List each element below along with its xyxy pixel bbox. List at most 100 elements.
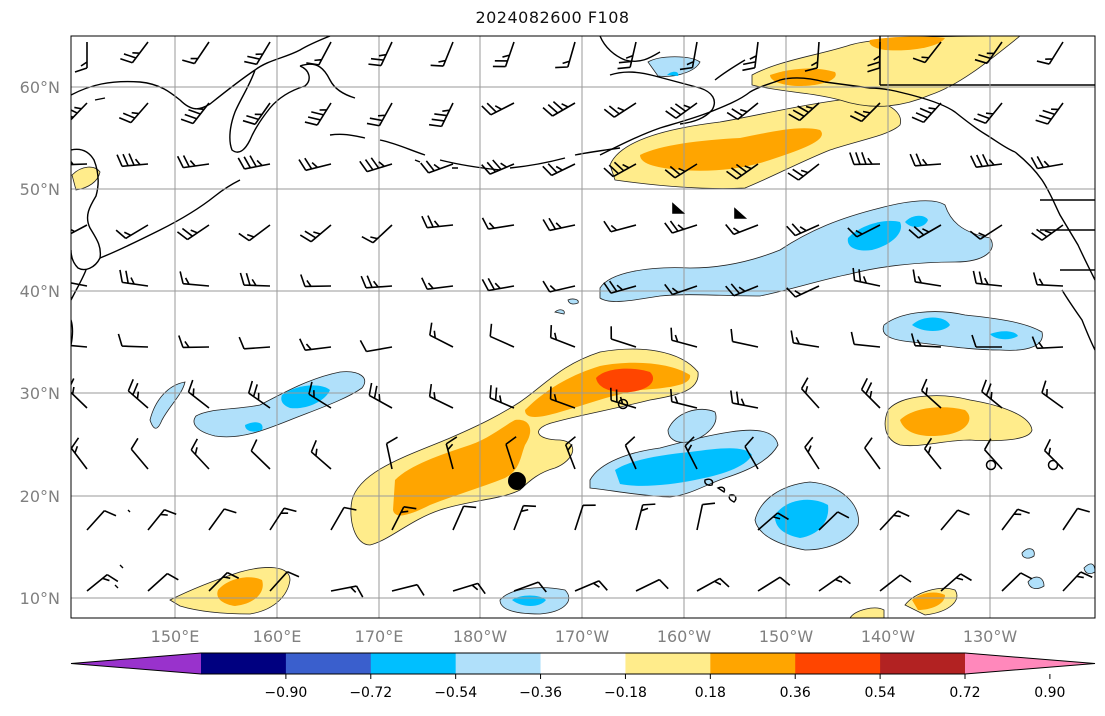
colorbar-segment: [201, 653, 287, 674]
wind-barb: [635, 578, 669, 592]
wind-barb: [360, 275, 393, 289]
wind-barb: [452, 505, 477, 531]
wind-barb: [492, 41, 515, 68]
wind-barb: [1035, 102, 1064, 125]
colorbar-tick-label: −0.36: [519, 685, 562, 701]
colorbar-segment: [540, 653, 626, 674]
wind-barb: [86, 573, 119, 592]
wind-barb: [849, 152, 881, 166]
lon-label: 160°E: [253, 627, 302, 646]
wind-barb: [726, 102, 759, 121]
wind-barb: [429, 322, 454, 348]
wind-barb: [971, 334, 1002, 348]
colorbar-outline: [70, 652, 1096, 675]
wind-barb: [786, 285, 820, 298]
lon-label: 130°W: [963, 627, 1018, 646]
wind-barb: [864, 437, 881, 470]
wind-barb: [178, 335, 210, 349]
wind-barb: [911, 102, 942, 124]
wind-barb: [366, 102, 393, 127]
colorbar-tick-label: −0.54: [434, 685, 477, 701]
wind-barb: [555, 41, 576, 69]
wind-barb: [187, 379, 210, 409]
wind-barb: [117, 333, 149, 348]
colorbar-segment: [370, 653, 457, 674]
wind-barb: [116, 153, 149, 168]
lon-label: 180°W: [453, 627, 508, 646]
wind-barb: [542, 217, 576, 232]
colorbar-tick-label: 0.72: [949, 685, 980, 701]
kamchatka-peninsula: [229, 65, 310, 153]
wind-barb: [190, 438, 210, 470]
wind-barb: [788, 102, 820, 122]
positive-anomaly-region: [849, 607, 885, 618]
colorbar-tick-label: −0.18: [604, 685, 647, 701]
wind-barb: [969, 224, 1003, 240]
wind-barb: [115, 224, 149, 240]
negative-anomaly-region: [554, 298, 579, 315]
wind-barb: [180, 102, 210, 125]
wind-barb: [818, 575, 851, 592]
wind-barb: [970, 153, 1003, 168]
figure-title: 2024082600 F108: [475, 8, 630, 27]
wind-barb: [1031, 224, 1064, 241]
wind-barb: [489, 385, 515, 409]
colorbar-tick-label: −0.72: [349, 685, 392, 701]
wind-barb: [542, 101, 576, 117]
russia-far-east-coast: [71, 36, 331, 110]
wind-barb: [908, 224, 942, 239]
wind-barb: [71, 224, 88, 238]
wind-barb: [310, 439, 332, 470]
wind-barb: [71, 102, 88, 123]
wind-barb: [430, 41, 454, 67]
wind-barb: [804, 41, 820, 72]
wind-barb: [603, 220, 637, 233]
wind-barb: [981, 379, 1003, 409]
wind-barb: [610, 326, 637, 348]
map-frame: [70, 35, 1096, 619]
wind-barb: [879, 574, 912, 592]
wind-barb: [385, 436, 398, 470]
wind-barb: [239, 272, 271, 287]
wind-barb: [119, 269, 149, 287]
wind-barb: [804, 436, 820, 470]
lat-label: 30°N: [20, 384, 60, 403]
wind-barb: [664, 283, 698, 296]
wind-barb: [238, 224, 271, 242]
wind-barb: [481, 159, 515, 175]
wind-barb: [860, 377, 881, 409]
wind-barb: [304, 102, 332, 126]
wind-barb: [242, 102, 271, 126]
wind-barb: [368, 382, 393, 409]
wind-barb: [920, 378, 942, 409]
wind-barb: [972, 270, 1003, 287]
wind-barb: [730, 390, 759, 409]
lat-label: 50°N: [20, 180, 60, 199]
positive-anomaly-region: [751, 36, 1021, 107]
lon-label: 150°E: [151, 627, 200, 646]
lon-label: 170°E: [355, 627, 404, 646]
wind-barb: [549, 386, 576, 409]
wind-barb: [603, 280, 637, 294]
wind-barb: [818, 511, 850, 531]
colorbar-extend-high: [965, 653, 1095, 674]
wind-barb: [879, 510, 910, 531]
wind-barb: [664, 220, 698, 234]
wind-barb: [250, 439, 271, 470]
wind-barb: [669, 389, 698, 409]
graticule: [71, 36, 1095, 618]
wind-barb: [665, 102, 698, 119]
negative-anomaly-region: [667, 408, 717, 443]
wind-barb: [603, 161, 637, 178]
wind-barb: [244, 41, 271, 66]
wind-barb: [757, 576, 791, 592]
colorbar-tick-label: 0.18: [695, 685, 726, 701]
wind-barb: [850, 331, 881, 348]
wind-barb: [118, 102, 149, 124]
wind-barb: [298, 157, 332, 172]
colorbar-tick-label: 0.36: [780, 685, 811, 701]
wind-barb: [247, 380, 271, 409]
wind-barb: [696, 502, 716, 531]
wind-barb: [74, 42, 88, 73]
